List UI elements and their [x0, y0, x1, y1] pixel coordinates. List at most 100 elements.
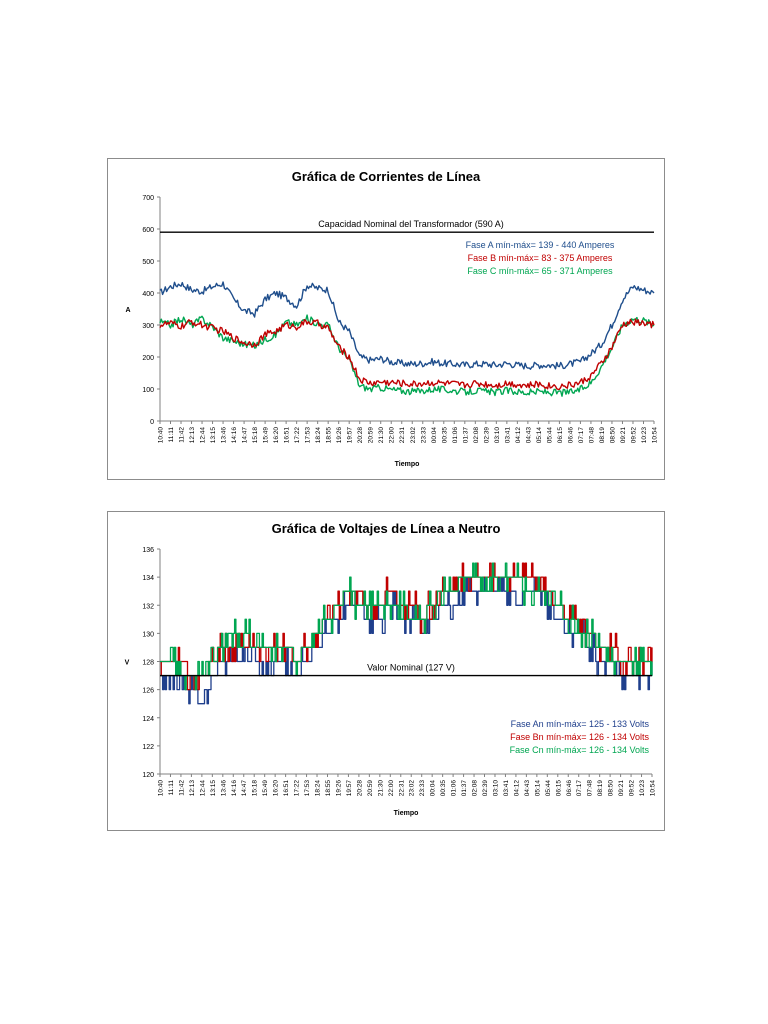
x-tick-label: 15:49: [262, 780, 269, 797]
x-tick-label: 09:21: [620, 427, 627, 444]
y-tick-label: 500: [142, 259, 154, 266]
x-tick-label: 10:54: [650, 780, 657, 797]
x-tick-label: 06:46: [567, 427, 574, 444]
x-tick-label: 05:44: [545, 780, 552, 797]
x-tick-label: 10:54: [652, 427, 659, 444]
x-tick-label: 10:23: [639, 780, 646, 797]
x-tick-label: 13:15: [210, 780, 217, 797]
x-tick-label: 12:13: [189, 427, 196, 444]
x-tick-label: 06:15: [557, 427, 564, 444]
x-tick-label: 20:59: [368, 427, 375, 444]
x-tick-label: 20:28: [357, 427, 364, 444]
x-tick-label: 16:51: [284, 427, 291, 444]
legend-entry-1: Fase A mín-máx= 139 - 440 Amperes: [466, 240, 615, 250]
x-tick-label: 08:19: [597, 780, 604, 797]
x-tick-label: 00:35: [440, 780, 447, 797]
x-tick-label: 14:47: [241, 780, 248, 797]
y-tick-label: 0: [150, 419, 154, 426]
x-tick-label: 05:14: [536, 427, 543, 444]
x-tick-label: 11:42: [179, 427, 186, 443]
series-line-1: [159, 281, 655, 370]
x-tick-label: 19:57: [346, 780, 353, 797]
x-tick-label: 04:43: [524, 780, 531, 797]
y-tick-label: 124: [142, 716, 154, 723]
x-tick-label: 01:37: [462, 427, 469, 444]
x-tick-label: 07:48: [588, 427, 595, 444]
y-axis-label: V: [125, 660, 130, 667]
y-tick-label: 200: [142, 355, 154, 362]
voltages-chart-svg: Gráfica de Voltajes de Línea a Neutro 120…: [125, 521, 657, 817]
x-tick-label: 08:19: [599, 427, 606, 444]
x-tick-label: 04:12: [515, 427, 522, 444]
legend-entry-2: Fase Bn mín-máx= 126 - 134 Volts: [510, 732, 649, 742]
x-tick-label: 18:24: [315, 427, 322, 444]
x-tick-label: 01:06: [452, 427, 459, 444]
x-tick-label: 08:50: [609, 427, 616, 444]
x-tick-label: 16:20: [273, 427, 280, 444]
x-tick-label: 02:08: [472, 780, 479, 797]
y-tick-label: 700: [142, 195, 154, 202]
x-tick-label: 10:23: [641, 427, 648, 444]
x-tick-label: 14:16: [231, 427, 238, 444]
x-tick-label: 04:43: [525, 427, 532, 444]
x-tick-label: 13:46: [220, 780, 227, 797]
legend-entry-3: Fase Cn mín-máx= 126 - 134 Volts: [510, 745, 650, 755]
x-tick-label: 22:00: [389, 427, 396, 444]
x-tick-label: 18:55: [325, 780, 332, 797]
voltages-chart: Gráfica de Voltajes de Línea a Neutro 120…: [107, 511, 665, 831]
x-tick-label: 07:48: [587, 780, 594, 797]
y-tick-label: 128: [142, 660, 154, 667]
x-tick-label: 13:46: [221, 427, 228, 444]
x-tick-label: 10:40: [158, 780, 165, 797]
x-tick-label: 02:39: [482, 780, 489, 797]
series-line-2: [159, 318, 655, 391]
x-tick-label: 06:15: [555, 780, 562, 797]
x-tick-label: 17:22: [294, 780, 301, 797]
x-tick-label: 15:49: [263, 427, 270, 444]
y-tick-label: 130: [142, 631, 154, 638]
x-tick-label: 04:12: [513, 780, 520, 797]
x-tick-label: 11:11: [168, 780, 175, 796]
x-tick-label: 13:15: [210, 427, 217, 444]
y-tick-label: 120: [142, 772, 154, 779]
x-tick-label: 05:14: [534, 780, 541, 797]
x-tick-label: 01:06: [451, 780, 458, 797]
legend-entry-3: Fase C mín-máx= 65 - 371 Amperes: [467, 266, 613, 276]
x-tick-label: 00:04: [431, 427, 438, 444]
x-tick-label: 19:26: [336, 427, 343, 444]
x-tick-label: 22:00: [388, 780, 395, 797]
x-tick-label: 00:35: [441, 427, 448, 444]
x-tick-label: 09:52: [629, 780, 636, 797]
chart-title: Gráfica de Voltajes de Línea a Neutro: [272, 521, 501, 536]
x-tick-label: 15:18: [252, 427, 259, 444]
x-tick-label: 06:46: [566, 780, 573, 797]
x-tick-label: 23:33: [419, 780, 426, 797]
x-tick-label: 15:18: [252, 780, 259, 797]
y-tick-label: 126: [142, 688, 154, 695]
x-tick-label: 16:51: [283, 780, 290, 797]
x-tick-label: 12:44: [199, 780, 206, 797]
x-tick-label: 12:13: [189, 780, 196, 797]
x-tick-label: 07:17: [576, 780, 583, 797]
x-tick-label: 18:55: [326, 427, 333, 444]
x-tick-label: 02:08: [473, 427, 480, 444]
currents-chart-svg: Gráfica de Corrientes de Línea 0 100 200 300…: [125, 169, 659, 468]
x-tick-label: 07:17: [578, 427, 585, 444]
x-tick-label: 19:26: [335, 780, 342, 797]
y-tick-label: 300: [142, 323, 154, 330]
x-tick-label: 08:50: [608, 780, 615, 797]
legend-entry-2: Fase B mín-máx= 83 - 375 Amperes: [468, 253, 613, 263]
x-tick-label: 12:44: [200, 427, 207, 444]
x-tick-label: 18:24: [315, 780, 322, 797]
y-tick-label: 100: [142, 387, 154, 394]
x-tick-label: 09:21: [618, 780, 625, 797]
x-tick-label: 22:31: [399, 427, 406, 444]
currents-chart: Gráfica de Corrientes de Línea 0 100 200 300…: [107, 158, 665, 480]
x-tick-label: 17:53: [304, 780, 311, 797]
chart-title: Gráfica de Corrientes de Línea: [292, 169, 481, 184]
x-tick-label: 09:52: [630, 427, 637, 444]
x-tick-label: 22:31: [398, 780, 405, 797]
x-tick-label: 05:44: [546, 427, 553, 444]
x-axis-label: Tiempo: [394, 810, 419, 817]
y-tick-label: 122: [142, 744, 154, 751]
